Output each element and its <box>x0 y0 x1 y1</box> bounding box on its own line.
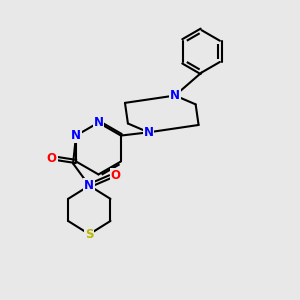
Text: O: O <box>46 152 57 165</box>
Text: S: S <box>85 228 94 241</box>
Text: N: N <box>71 129 81 142</box>
Text: O: O <box>111 169 121 182</box>
Text: N: N <box>94 116 103 129</box>
Text: N: N <box>84 179 94 192</box>
Text: N: N <box>143 126 154 139</box>
Text: N: N <box>170 89 180 102</box>
